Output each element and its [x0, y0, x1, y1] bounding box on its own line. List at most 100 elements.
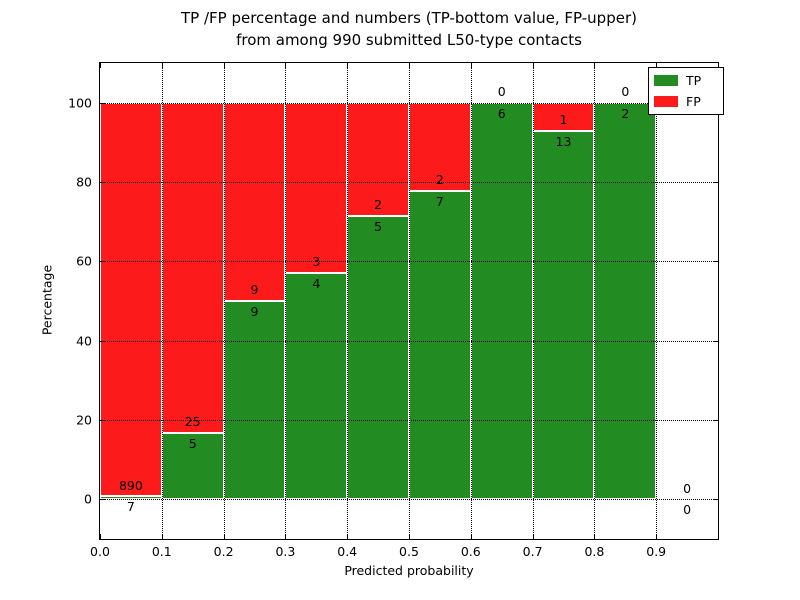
x-gridline [347, 63, 349, 539]
bar-tp-segment [285, 272, 348, 500]
bar-tp-segment [470, 102, 533, 500]
tp-count-label: 5 [374, 218, 383, 234]
x-tick-mark [532, 63, 534, 68]
y-tick-mark [100, 340, 105, 342]
legend-item-tp: TP [654, 73, 718, 88]
fp-count-label: 890 [118, 477, 143, 493]
x-tick-mark [223, 534, 225, 539]
x-tick-mark [347, 63, 349, 68]
x-tick-mark [532, 534, 534, 539]
legend: TP FP [648, 67, 724, 115]
y-tick-label: 20 [76, 412, 92, 428]
fp-count-label: 0 [621, 83, 630, 99]
x-tick-label: 0.0 [90, 544, 110, 559]
x-tick-mark [409, 63, 410, 68]
x-tick-mark [161, 63, 163, 68]
bar-tp-segment [594, 102, 657, 500]
x-tick-mark [161, 534, 163, 539]
x-tick-label: 0.6 [460, 544, 481, 559]
chart-title: TP /FP percentage and numbers (TP-bottom… [109, 8, 709, 52]
x-tick-mark [594, 534, 596, 539]
y-tick-mark [100, 182, 105, 183]
x-tick-mark [594, 63, 596, 68]
chart-title-line1: TP /FP percentage and numbers (TP-bottom… [181, 9, 637, 27]
y-tick-label: 100 [68, 95, 92, 111]
x-tick-label: 0.8 [584, 544, 605, 559]
x-tick-mark [285, 63, 287, 68]
x-tick-label: 0.7 [522, 544, 543, 559]
x-tick-mark [100, 63, 101, 68]
y-tick-mark [100, 420, 105, 421]
x-tick-mark [285, 534, 287, 539]
x-tick-label: 0.9 [646, 544, 667, 559]
fp-count-label: 2 [435, 172, 444, 188]
fp-count-label: 3 [312, 253, 321, 269]
tp-count-label: 7 [435, 193, 444, 209]
fp-count-label: 25 [184, 414, 201, 430]
legend-label-tp: TP [686, 73, 702, 88]
fp-count-label: 2 [374, 197, 383, 213]
legend-swatch-fp-icon [654, 96, 678, 107]
bar-tp-segment [223, 301, 286, 500]
tp-count-label: 2 [621, 105, 630, 121]
x-tick-mark [223, 63, 225, 68]
bar-tp-segment [347, 215, 409, 500]
bar-tp-segment [100, 496, 162, 500]
y-tick-mark [100, 499, 105, 501]
tp-count-label: 9 [250, 304, 259, 319]
y-tick-mark [713, 499, 718, 501]
x-tick-mark [656, 534, 658, 539]
bar-fp-segment [161, 102, 224, 434]
x-tick-label: 0.3 [275, 544, 296, 559]
y-tick-mark [100, 261, 105, 263]
x-tick-mark [470, 63, 472, 68]
bar-fp-segment [532, 102, 595, 131]
bar-fp-segment [223, 102, 286, 301]
y-tick-label: 60 [76, 253, 92, 269]
tp-count-label: 0 [683, 502, 692, 518]
y-tick-label: 40 [76, 333, 92, 349]
x-tick-mark [347, 534, 349, 539]
x-gridline [532, 63, 534, 539]
plot-area: 890 7 25 5 9 9 3 4 2 5 2 7 0 6 1 13 0 2 0 0 [99, 62, 719, 540]
y-tick-mark [713, 182, 718, 183]
y-tick-mark [713, 420, 718, 421]
x-tick-mark [470, 534, 472, 539]
y-tick-mark [713, 340, 718, 342]
x-tick-label: 0.1 [151, 544, 172, 559]
x-gridline [223, 63, 225, 539]
x-gridline [161, 63, 163, 539]
bar-tp-segment [532, 130, 595, 500]
x-gridline [470, 63, 472, 539]
fp-count-label: 1 [559, 112, 568, 128]
fp-count-label: 0 [497, 83, 506, 99]
legend-label-fp: FP [686, 94, 701, 109]
x-tick-label: 0.2 [213, 544, 234, 559]
bar-fp-segment [100, 102, 162, 497]
x-gridline [285, 63, 287, 539]
y-tick-mark [100, 102, 105, 104]
x-gridline [594, 63, 596, 539]
tp-count-label: 13 [555, 133, 572, 149]
y-tick-label: 80 [76, 174, 92, 190]
legend-swatch-tp-icon [654, 75, 678, 86]
y-tick-label: 0 [84, 491, 92, 507]
x-tick-mark [409, 534, 410, 539]
legend-item-fp: FP [654, 94, 718, 109]
bar-tp-segment [161, 433, 224, 500]
fp-count-label: 9 [250, 282, 259, 298]
x-tick-label: 0.5 [399, 544, 419, 559]
y-axis-label: Percentage [39, 264, 55, 336]
chart-title-line2: from among 990 submitted L50-type contac… [236, 30, 582, 49]
x-gridline [656, 63, 658, 539]
tp-count-label: 5 [188, 436, 197, 452]
fp-count-label: 0 [683, 480, 692, 496]
x-tick-mark [656, 63, 658, 68]
bar-tp-segment [409, 190, 471, 500]
tp-count-label: 6 [497, 105, 506, 121]
x-axis-label: Predicted probability [344, 563, 474, 578]
x-gridline [409, 63, 410, 539]
y-tick-mark [713, 261, 718, 263]
x-tick-label: 0.4 [337, 544, 358, 559]
